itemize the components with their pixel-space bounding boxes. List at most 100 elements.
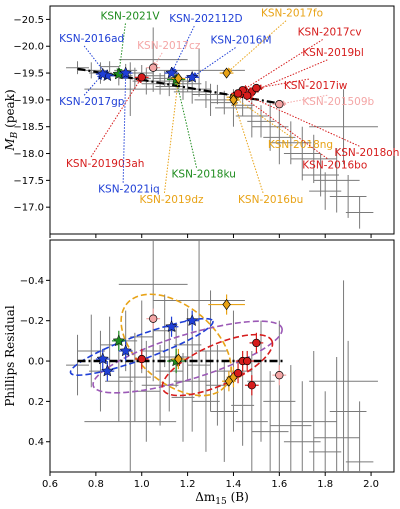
top-y-axis: −17.0 −17.5 −18.0 −18.5 −19.0 −19.5 −20.0 −20.5 (13, 15, 50, 214)
annotation-arrow (242, 39, 323, 91)
diamond-marker (222, 67, 231, 79)
bottom-xtick-label: 2.0 (363, 479, 379, 490)
confidence-ellipse (161, 333, 274, 397)
annotation-arrow (278, 94, 328, 107)
bottom-y-axis-label: Phillips Residual (3, 305, 17, 407)
bottom-xtick-label: 1.8 (317, 479, 333, 490)
top-annotations: KSN-2021V KSN-2016ad KSN-2017gp KSN-202112D… (59, 8, 399, 206)
circle-marker (252, 83, 261, 93)
bottom-ytick-label: −0.2 (20, 316, 44, 327)
top-ytick-label: −19.0 (13, 95, 44, 106)
annotation-arrow (163, 77, 181, 193)
confidence-ellipse (69, 317, 214, 376)
bottom-ytick-label: 0.0 (28, 357, 44, 368)
annotation-arrow (246, 95, 360, 147)
diamond-marker (174, 353, 183, 365)
star-marker (96, 67, 110, 80)
annotation-arrow (237, 93, 328, 159)
bottom-ytick-label: −0.4 (20, 276, 44, 287)
circle-marker (137, 354, 146, 364)
annotation-label: KSN-2017cv (298, 27, 362, 39)
confidence-ellipse (92, 320, 283, 394)
bottom-xtick-label: 1.2 (180, 479, 196, 490)
annotation-arrow (174, 78, 198, 168)
annotation-arrow (232, 96, 294, 139)
top-panel-frame (49, 5, 395, 235)
star-marker (185, 70, 199, 83)
circle-marker (275, 100, 284, 109)
diamond-marker (229, 94, 238, 106)
bottom-panel-frame (49, 239, 395, 473)
circle-marker (137, 73, 146, 82)
star-marker (165, 320, 178, 333)
circle-marker (149, 63, 158, 72)
annotation-arrow (116, 23, 126, 75)
bottom-ytick-label: 0.4 (28, 437, 44, 448)
diamond-marker (224, 375, 234, 387)
star-marker (96, 352, 110, 365)
star-marker (101, 364, 114, 377)
confidence-ellipse (120, 293, 232, 397)
bottom-ytick-label: 0.2 (28, 397, 44, 408)
top-ytick-label: −17.5 (13, 176, 44, 187)
annotation-arrow (171, 25, 195, 74)
star-marker (119, 66, 133, 79)
annotation-label: KSN-202112D (169, 13, 242, 25)
annotation-arrow (122, 72, 129, 183)
annotation-label: KSN-2016ad (59, 33, 124, 45)
circle-marker (252, 338, 261, 348)
star-marker (165, 66, 178, 79)
top-ytick-label: −19.5 (13, 69, 44, 80)
annotation-label: KSN-2017iw (284, 80, 348, 92)
annotation-label: KSN-2021V (100, 10, 160, 22)
bottom-x-axis-label: Δm15 (B) (195, 490, 249, 507)
annotation-label: KSN-2016M (211, 35, 272, 47)
diamond-marker (222, 298, 231, 311)
star-marker (185, 314, 199, 327)
annotation-label: KSN-2018ng (268, 139, 333, 151)
top-ytick-label: −18.0 (13, 149, 44, 160)
bottom-xtick-label: 1.4 (226, 479, 242, 490)
circle-marker (243, 91, 252, 100)
top-ytick-label: −20.5 (13, 15, 44, 26)
annotation-label: KSN-201903ah (66, 158, 144, 170)
annotation-label: KSN-2017cz (137, 40, 201, 52)
annotation-label: KSN-2018ku (172, 169, 236, 181)
annotation-label: KSN-2017fo (261, 8, 323, 20)
bottom-xtick-label: 0.8 (88, 479, 104, 490)
circle-marker (275, 371, 284, 380)
circle-marker (247, 381, 256, 390)
circle-marker (243, 356, 252, 366)
diamond-marker (174, 72, 183, 85)
annotation-arrow (232, 99, 264, 194)
top-ytick-label: −20.0 (13, 42, 44, 53)
circle-marker (233, 368, 243, 378)
bottom-x-axis: 0.6 0.8 1.0 1.2 1.4 1.6 1.8 2.0 (42, 472, 379, 490)
star-marker (112, 334, 126, 347)
star-marker (119, 344, 133, 357)
annotation-arrow (90, 76, 143, 158)
annotation-label: KSN-2016bu (238, 194, 303, 206)
bottom-y-axis: −0.4 −0.2 0.0 0.2 0.4 (20, 276, 50, 448)
annotation-arrow (226, 20, 287, 74)
top-x-ticks (49, 234, 372, 238)
bottom-ellipses (69, 293, 283, 397)
annotation-label: KSN-2017gp (59, 96, 125, 108)
bottom-xtick-label: 0.6 (42, 479, 58, 490)
annotation-label: KSN-2019bl (302, 47, 364, 59)
top-ytick-label: −17.0 (13, 203, 44, 214)
top-ytick-label: −18.5 (13, 122, 44, 133)
annotation-label: KSN-2019dz (139, 194, 204, 206)
bottom-highlighted-points (95, 294, 287, 396)
bottom-xtick-label: 1.0 (134, 479, 150, 490)
annotation-label: KSN-201509b (302, 96, 374, 108)
circle-marker (149, 314, 158, 323)
annotation-label: KSN-2021iq (98, 184, 160, 196)
top-highlighted-points (95, 63, 287, 109)
top-panel: KSN-2021V KSN-2016ad KSN-2017gp KSN-202112D… (3, 5, 399, 238)
circle-marker (233, 89, 243, 98)
annotation-label: KSN-2016bo (302, 160, 367, 172)
bottom-panel: −0.4 −0.2 0.0 0.2 0.4 0.6 0.8 1.0 1.2 1.4 1.6 1.8 2… (3, 239, 395, 507)
bottom-xtick-label: 1.6 (271, 479, 287, 490)
